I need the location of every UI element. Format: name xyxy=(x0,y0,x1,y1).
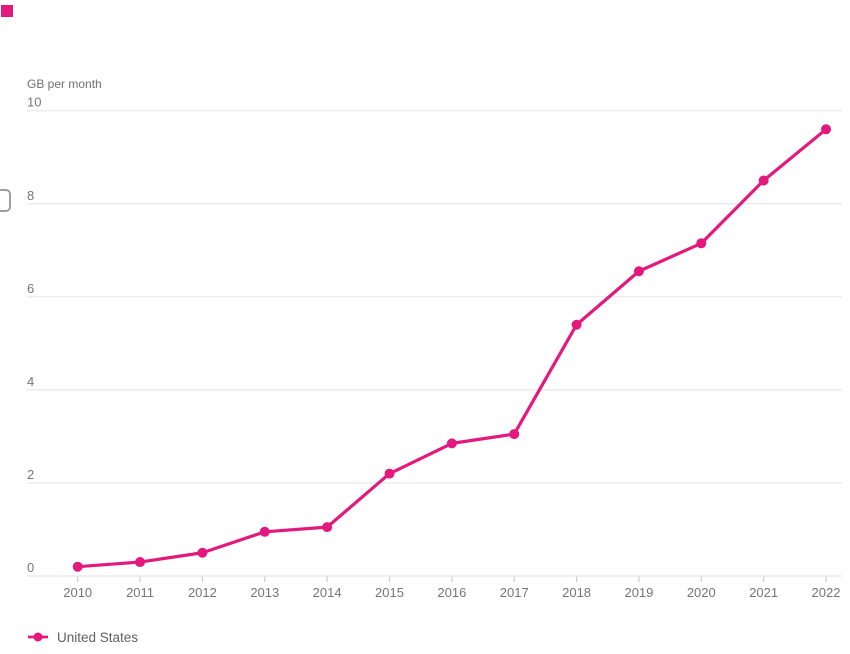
x-tick-label: 2013 xyxy=(250,585,279,600)
data-point xyxy=(633,266,644,277)
x-tick-label: 2018 xyxy=(562,585,591,600)
x-tick-label: 2016 xyxy=(437,585,466,600)
data-point xyxy=(259,526,270,537)
y-tick-label: 4 xyxy=(27,374,34,389)
brand-mark xyxy=(1,5,13,17)
y-tick-label: 6 xyxy=(27,281,34,296)
data-point xyxy=(696,238,707,249)
y-axis-unit-label: GB per month xyxy=(27,77,102,91)
x-tick-label: 2014 xyxy=(313,585,342,600)
data-point xyxy=(197,547,208,558)
legend-label: United States xyxy=(57,629,139,645)
data-point xyxy=(821,124,832,135)
data-point xyxy=(322,522,333,533)
x-tick-label: 2022 xyxy=(812,585,841,600)
legend: United States xyxy=(27,628,138,646)
x-tick-label: 2010 xyxy=(63,585,92,600)
y-tick-label: 0 xyxy=(27,560,34,575)
x-tick-label: 2021 xyxy=(749,585,778,600)
x-tick-label: 2015 xyxy=(375,585,404,600)
y-tick-label: 2 xyxy=(27,467,34,482)
series-line xyxy=(76,127,828,569)
data-point xyxy=(758,175,769,186)
data-point xyxy=(509,429,520,440)
data-point xyxy=(446,438,457,449)
x-tick-label: 2020 xyxy=(687,585,716,600)
data-point xyxy=(135,557,146,568)
y-tick-label: 8 xyxy=(27,188,34,203)
data-point xyxy=(571,319,582,330)
legend-line-marker-icon xyxy=(28,632,48,642)
x-tick-label: 2017 xyxy=(500,585,529,600)
data-point xyxy=(72,561,83,572)
y-tick-label: 10 xyxy=(27,95,41,110)
legend-marker-dot xyxy=(33,632,43,642)
x-tick-label: 2019 xyxy=(624,585,653,600)
x-tick-label: 2012 xyxy=(188,585,217,600)
legend-item-united-states[interactable]: United States xyxy=(27,630,138,645)
clipped-edge-element xyxy=(0,189,11,212)
x-tick-label: 2011 xyxy=(126,585,154,600)
data-point xyxy=(384,468,395,479)
